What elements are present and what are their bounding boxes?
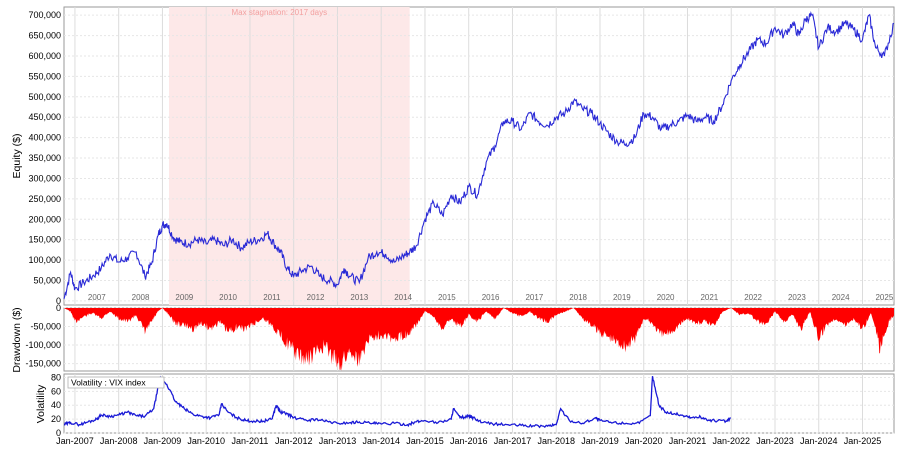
year-label: 2025	[875, 293, 893, 302]
equity-year-labels: 2007 2008 2009 2010 2011 2012 2013 2014 2015 2016…	[88, 293, 894, 302]
drawdown-y-axis-title: Drawdown ($)	[11, 307, 23, 372]
year-label: 2019	[613, 293, 631, 302]
year-label: 2016	[482, 293, 500, 302]
y-tick-label: 500,000	[28, 92, 61, 102]
x-tick-label: Jan-2017	[494, 436, 532, 446]
y-tick-label: 80	[51, 372, 61, 382]
x-tick-label: Jan-2011	[232, 436, 269, 446]
year-label: 2009	[175, 293, 193, 302]
year-label: 2008	[132, 293, 150, 302]
date-x-ticks: Jan-2007 Jan-2008 Jan-2009 Jan-2010 Jan-2011…	[56, 436, 881, 446]
year-label: 2023	[788, 293, 806, 302]
y-tick-label: 100,000	[28, 255, 61, 265]
y-tick-label: 600,000	[28, 51, 61, 61]
x-tick-label: Jan-2019	[581, 436, 619, 446]
equity-gridlines	[64, 7, 894, 305]
year-label: 2011	[263, 293, 281, 302]
x-tick-label: Jan-2018	[537, 436, 575, 446]
x-tick-label: Jan-2008	[100, 436, 138, 446]
x-tick-label: Jan-2021	[669, 436, 707, 446]
volatility-plot-frame	[63, 373, 895, 434]
year-label: 2010	[219, 293, 237, 302]
y-tick-label: 700,000	[28, 10, 61, 20]
volatility-y-ticks: 0 20 40 60 80	[51, 372, 61, 438]
equity-y-axis-title: Equity ($)	[11, 134, 23, 179]
year-label: 2007	[88, 293, 106, 302]
x-tick-label: Jan-2016	[450, 436, 488, 446]
drawdown-panel: 0 -50,000 -100,000 -150,000 Drawdown ($)	[11, 303, 895, 373]
year-label: 2012	[307, 293, 325, 302]
y-tick-label: 0	[56, 428, 61, 438]
stagnation-annotation: Max stagnation: 2017 days	[232, 8, 328, 17]
x-tick-label: Jan-2023	[756, 436, 794, 446]
year-label: 2014	[394, 293, 412, 302]
y-tick-label: 250,000	[28, 194, 61, 204]
x-tick-label: Jan-2014	[362, 436, 400, 446]
drawdown-area	[64, 308, 894, 371]
y-tick-label: 450,000	[28, 112, 61, 122]
volatility-legend-label: Volatility : VIX index	[71, 378, 146, 388]
y-tick-label: 200,000	[28, 214, 61, 224]
equity-y-ticks: 0 50,000 100,000 150,000 200,000 250,000 300,0…	[28, 10, 61, 306]
equity-panel: Max stagnation: 2017 days 0 50,000 100,000…	[11, 6, 895, 306]
equity-series-line	[63, 10, 895, 300]
y-tick-label: -150,000	[25, 359, 61, 369]
year-label: 2020	[657, 293, 675, 302]
y-tick-label: 50,000	[33, 276, 61, 286]
y-tick-label: 60	[51, 386, 61, 396]
year-label: 2022	[744, 293, 762, 302]
x-tick-label: Jan-2013	[319, 436, 357, 446]
volatility-gridlines	[64, 374, 894, 434]
y-tick-label: 0	[56, 296, 61, 306]
volatility-y-axis-title: Volatility	[35, 384, 47, 423]
y-tick-label: 350,000	[28, 153, 61, 163]
x-tick-label: Jan-2022	[712, 436, 750, 446]
y-tick-label: 300,000	[28, 173, 61, 183]
x-tick-label: Jan-2009	[144, 436, 182, 446]
y-tick-label: 20	[51, 414, 61, 424]
y-tick-label: 0	[56, 303, 61, 313]
volatility-panel: 0 20 40 60 80 Volatility : VIX index Volatil…	[35, 372, 895, 446]
year-label: 2015	[438, 293, 456, 302]
x-tick-label: Jan-2025	[844, 436, 882, 446]
x-tick-label: Jan-2010	[187, 436, 225, 446]
year-label: 2013	[350, 293, 368, 302]
x-tick-label: Jan-2007	[56, 436, 94, 446]
y-tick-label: -100,000	[25, 340, 61, 350]
x-tick-label: Jan-2012	[275, 436, 313, 446]
y-tick-label: 400,000	[28, 133, 61, 143]
x-tick-label: Jan-2024	[800, 436, 838, 446]
volatility-legend-box	[67, 376, 165, 389]
drawdown-y-ticks: 0 -50,000 -100,000 -150,000	[25, 303, 61, 369]
y-tick-label: 150,000	[28, 235, 61, 245]
y-tick-label: 40	[51, 400, 61, 410]
year-label: 2024	[832, 293, 850, 302]
x-tick-label: Jan-2015	[406, 436, 444, 446]
y-tick-label: 550,000	[28, 71, 61, 81]
year-label: 2018	[569, 293, 587, 302]
year-label: 2017	[525, 293, 543, 302]
x-tick-label: Jan-2020	[625, 436, 663, 446]
y-tick-label: -50,000	[30, 322, 61, 332]
y-tick-label: 650,000	[28, 31, 61, 41]
year-label: 2021	[700, 293, 718, 302]
